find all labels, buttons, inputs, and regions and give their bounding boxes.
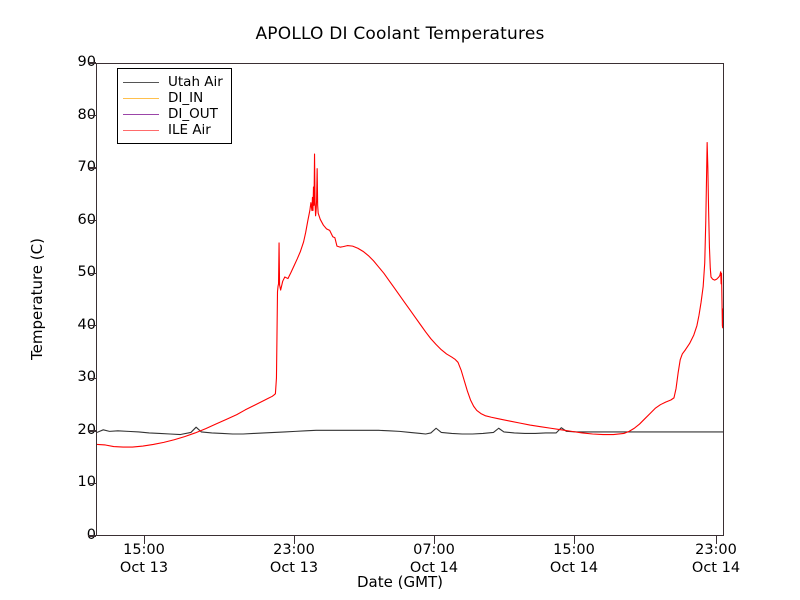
- legend-label: ILE Air: [168, 122, 211, 138]
- x-tick-mark: [716, 536, 718, 544]
- x-tick-label: 23:00 Oct 13: [234, 541, 354, 577]
- y-tick-label: 80: [77, 106, 96, 123]
- y-tick-label: 60: [77, 211, 96, 228]
- legend-swatch-icon: [123, 81, 159, 83]
- x-tick-time: 23:00: [695, 542, 737, 558]
- x-tick-date: Oct 13: [119, 560, 169, 577]
- y-tick-label: 30: [77, 369, 96, 386]
- y-tick-mark: [88, 430, 96, 432]
- y-tick-mark: [88, 325, 96, 327]
- legend-item-di-in[interactable]: DI_IN: [123, 90, 225, 106]
- x-tick-date: Oct 14: [409, 560, 459, 577]
- y-tick-mark: [88, 482, 96, 485]
- legend-swatch-icon: [123, 113, 159, 115]
- legend-label: DI_OUT: [168, 106, 218, 122]
- series-line-ile-air: [97, 142, 723, 447]
- x-tick-mark: [434, 536, 436, 544]
- y-tick-label: 10: [77, 474, 96, 491]
- x-tick-time: 07:00: [413, 542, 455, 558]
- x-tick-label: 15:00 Oct 14: [514, 541, 634, 577]
- x-tick-label: 23:00 Oct 14: [656, 541, 776, 577]
- y-tick-label: 20: [77, 421, 96, 438]
- y-tick-label: 0: [36, 527, 96, 543]
- x-tick-time: 23:00: [273, 542, 315, 558]
- y-tick-label: 50: [77, 264, 96, 281]
- y-tick-label: 90: [77, 54, 96, 70]
- y-tick-mark: [88, 219, 96, 222]
- x-tick-time: 15:00: [123, 542, 165, 558]
- x-axis-label: Date (GMT): [356, 573, 444, 591]
- legend-item-di-out[interactable]: DI_OUT: [123, 106, 225, 122]
- x-tick-mark: [294, 536, 296, 544]
- x-tick-date: Oct 14: [549, 560, 599, 577]
- legend-label: Utah Air: [168, 74, 223, 90]
- y-tick-mark: [88, 114, 96, 117]
- chart-legend: Utah Air DI_IN DI_OUT ILE Air: [117, 68, 232, 144]
- y-tick-mark: [88, 167, 96, 169]
- x-tick-mark: [144, 536, 146, 544]
- series-line-utah-air: [97, 427, 723, 434]
- y-tick-label: 70: [77, 159, 96, 176]
- x-tick-mark: [574, 536, 576, 544]
- legend-swatch-icon: [123, 97, 159, 99]
- x-tick-label: 15:00 Oct 13: [84, 541, 204, 577]
- legend-item-ile-air[interactable]: ILE Air: [123, 122, 225, 138]
- y-tick-mark: [88, 377, 96, 380]
- x-tick-label: 07:00 Oct 14: [374, 541, 494, 577]
- legend-swatch-icon: [123, 129, 159, 131]
- y-tick-mark: [88, 535, 96, 537]
- x-tick-time: 15:00: [553, 542, 595, 558]
- x-tick-date: Oct 13: [269, 560, 319, 577]
- y-tick-mark: [88, 62, 96, 64]
- chart-title: APOLLO DI Coolant Temperatures: [255, 24, 545, 44]
- y-tick-mark: [88, 272, 96, 274]
- legend-item-utah-air[interactable]: Utah Air: [123, 74, 225, 90]
- plot-lines: [97, 64, 723, 535]
- legend-label: DI_IN: [168, 90, 204, 106]
- y-tick-label: 40: [77, 316, 96, 333]
- x-tick-date: Oct 14: [691, 560, 741, 577]
